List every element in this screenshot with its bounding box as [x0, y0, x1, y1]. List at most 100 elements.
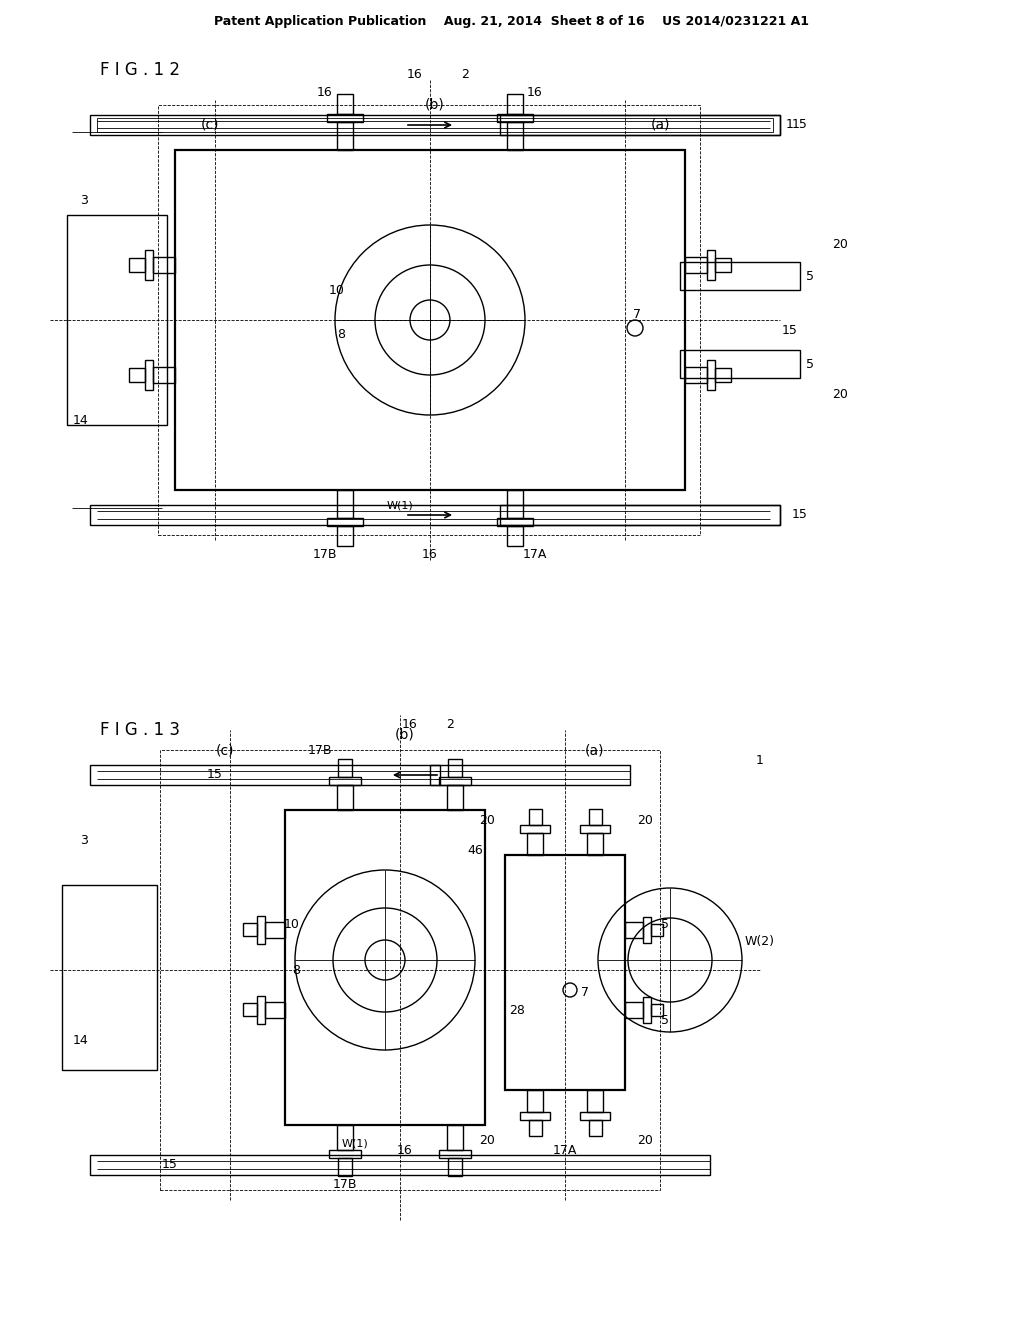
Bar — [505, 855, 625, 1090]
Bar — [520, 1111, 550, 1119]
Bar — [507, 525, 523, 546]
Text: 14: 14 — [73, 1034, 88, 1047]
Bar — [651, 1005, 663, 1016]
Bar — [439, 1150, 471, 1158]
Text: 2: 2 — [446, 718, 454, 731]
Text: 5: 5 — [806, 358, 814, 371]
Bar — [337, 490, 353, 517]
Bar — [265, 1002, 285, 1018]
Text: (b): (b) — [425, 98, 444, 112]
Text: 20: 20 — [479, 1134, 495, 1147]
Text: 7: 7 — [633, 309, 641, 322]
Bar — [338, 1158, 352, 1176]
Bar — [337, 1125, 353, 1150]
Bar — [580, 1111, 610, 1119]
Bar — [175, 150, 685, 490]
Bar — [327, 517, 362, 525]
Bar — [265, 921, 285, 939]
Bar — [338, 759, 352, 777]
Bar — [153, 367, 175, 383]
Bar — [337, 785, 353, 810]
Bar — [90, 506, 780, 525]
Bar — [497, 517, 534, 525]
Text: 15: 15 — [782, 323, 798, 337]
Text: 7: 7 — [581, 986, 589, 998]
Text: 17A: 17A — [523, 549, 547, 561]
Bar — [337, 121, 353, 150]
Text: 10: 10 — [329, 284, 345, 297]
Bar — [527, 833, 543, 855]
Text: (a): (a) — [586, 743, 605, 756]
Text: 14: 14 — [73, 413, 88, 426]
Bar — [329, 777, 361, 785]
Text: 3: 3 — [80, 833, 88, 846]
Bar — [715, 368, 731, 381]
Bar — [507, 94, 523, 114]
Bar — [430, 766, 630, 785]
Bar — [243, 923, 257, 936]
Text: 2: 2 — [461, 69, 469, 82]
Bar — [449, 759, 462, 777]
Text: 17A: 17A — [553, 1143, 578, 1156]
Bar — [67, 215, 167, 425]
Text: 5: 5 — [806, 269, 814, 282]
Text: (c): (c) — [201, 117, 219, 132]
Bar — [257, 916, 265, 944]
Text: 16: 16 — [402, 718, 418, 731]
Bar — [507, 490, 523, 517]
Text: 20: 20 — [637, 813, 653, 826]
Text: 46: 46 — [467, 843, 483, 857]
Bar — [500, 506, 780, 525]
Bar — [257, 997, 265, 1024]
Bar — [62, 884, 157, 1071]
Bar — [680, 261, 800, 290]
Bar — [329, 1150, 361, 1158]
Bar — [337, 94, 353, 114]
Bar — [497, 114, 534, 121]
Text: 15: 15 — [162, 1159, 178, 1172]
Bar — [337, 525, 353, 546]
Bar — [580, 825, 610, 833]
Bar — [507, 121, 523, 150]
Bar — [145, 360, 153, 389]
Bar — [90, 1155, 710, 1175]
Text: 20: 20 — [479, 813, 495, 826]
Bar — [447, 1125, 463, 1150]
Bar — [715, 257, 731, 272]
Bar — [90, 115, 780, 135]
Bar — [327, 114, 362, 121]
Text: 16: 16 — [422, 549, 438, 561]
Text: 8: 8 — [337, 329, 345, 342]
Bar — [685, 367, 707, 383]
Bar — [158, 106, 700, 535]
Text: 16: 16 — [527, 86, 543, 99]
Text: 16: 16 — [317, 86, 333, 99]
Bar — [707, 360, 715, 389]
Text: 8: 8 — [292, 964, 300, 977]
Text: 5: 5 — [662, 919, 669, 932]
Bar — [589, 809, 602, 825]
Text: 17B: 17B — [308, 743, 332, 756]
Text: 20: 20 — [833, 388, 848, 401]
Bar — [651, 924, 663, 936]
Text: W(1): W(1) — [342, 1138, 369, 1148]
Bar — [90, 766, 440, 785]
Bar — [587, 1090, 603, 1111]
Text: 3: 3 — [80, 194, 88, 206]
Text: F I G . 1 2: F I G . 1 2 — [100, 61, 180, 79]
Bar — [643, 997, 651, 1023]
Text: 20: 20 — [637, 1134, 653, 1147]
Text: 10: 10 — [284, 919, 300, 932]
Bar — [625, 921, 643, 939]
Bar — [500, 115, 780, 135]
Bar — [129, 257, 145, 272]
Bar — [685, 257, 707, 273]
Bar — [589, 1119, 602, 1137]
Bar — [527, 1090, 543, 1111]
Bar — [625, 1002, 643, 1018]
Text: 17B: 17B — [312, 549, 337, 561]
Text: 16: 16 — [408, 69, 423, 82]
Text: (a): (a) — [650, 117, 670, 132]
Text: Patent Application Publication    Aug. 21, 2014  Sheet 8 of 16    US 2014/023122: Patent Application Publication Aug. 21, … — [214, 16, 810, 29]
Text: 17B: 17B — [333, 1179, 357, 1192]
